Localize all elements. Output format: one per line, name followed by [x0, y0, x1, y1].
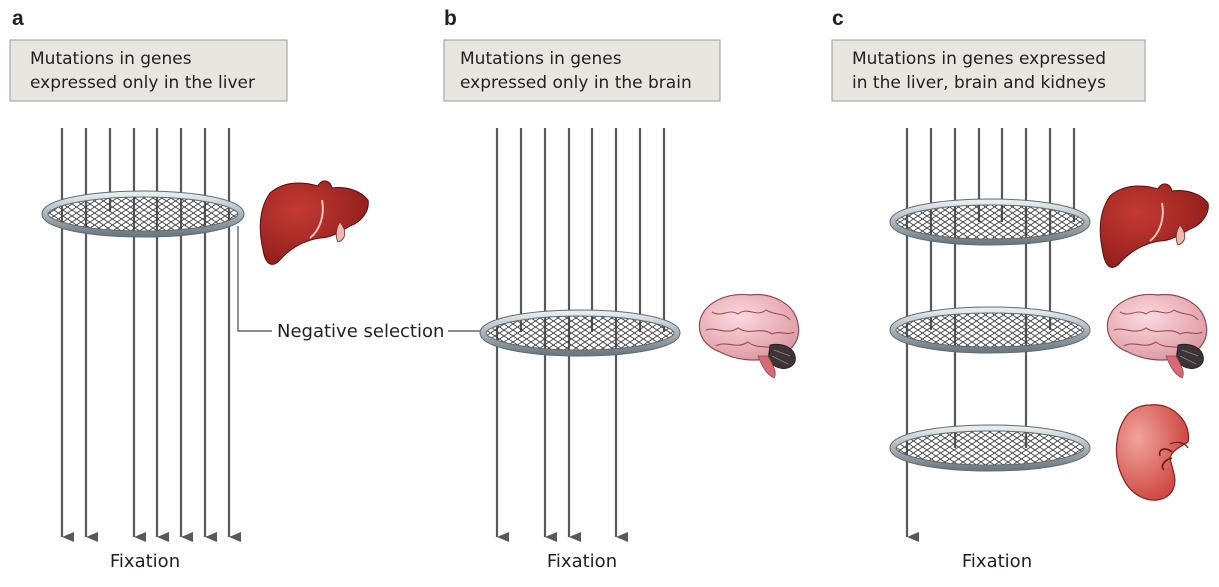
panel-label-b: b: [444, 7, 457, 30]
brain-icon: [1106, 293, 1208, 379]
panel-a-arrows: [60, 128, 241, 542]
negative-selection-callout: Negative selection: [237, 226, 482, 342]
liver-icon: [259, 180, 369, 265]
panel-b-box-line-2: expressed only in the brain: [460, 73, 692, 93]
panel-a-box-line-2: expressed only in the liver: [30, 73, 255, 93]
panel-c-box-line-1: Mutations in genes expressed: [852, 49, 1106, 69]
panel-b-header-box: [443, 39, 721, 102]
brain-icon: [698, 293, 800, 379]
panel-b-box-line-1: Mutations in genes: [460, 49, 622, 69]
panel-a-header-box: [9, 39, 288, 102]
fixation-label-a: Fixation: [110, 551, 180, 572]
panel-c-box-line-2: in the liver, brain and kidneys: [852, 73, 1106, 93]
panel-a-sieve: [41, 190, 245, 238]
panel-c-header-box: [831, 39, 1146, 102]
panel-c-sieve-liver: [889, 198, 1091, 246]
fixation-label-b: Fixation: [547, 551, 617, 572]
panel-a-box-line-1: Mutations in genes: [30, 49, 192, 69]
panel-b: b Mutations in genes expressed only in t…: [443, 7, 800, 542]
fixation-label-c: Fixation: [962, 551, 1032, 572]
panel-b-sieve: [479, 309, 681, 357]
liver-icon: [1099, 183, 1209, 268]
panel-a: a Mutations in genes expressed only in t…: [9, 7, 369, 542]
panel-c-sieve-kidney: [889, 424, 1091, 472]
kidney-icon: [1115, 404, 1190, 501]
panel-c: c Mutations in genes expressed in the li…: [831, 7, 1209, 542]
negative-selection-label: Negative selection: [277, 321, 444, 342]
panel-label-c: c: [832, 7, 844, 30]
panel-c-sieve-brain: [889, 306, 1091, 354]
panel-label-a: a: [12, 7, 24, 30]
